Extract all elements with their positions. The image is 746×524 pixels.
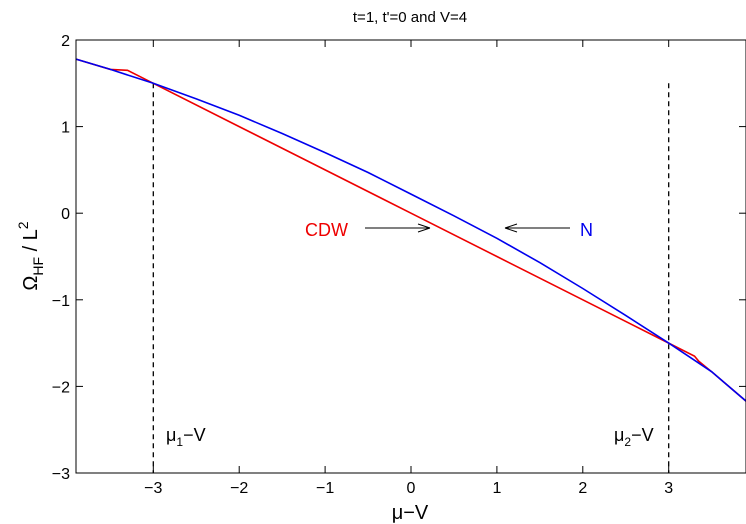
y-tick-label: 0 xyxy=(61,206,70,223)
x-tick-label: −3 xyxy=(144,480,162,497)
x-tick-label: −1 xyxy=(316,480,334,497)
y-tick-label: −2 xyxy=(52,379,70,396)
cdw-label: CDW xyxy=(305,220,348,240)
plot-area xyxy=(75,58,746,473)
mu1-label: μ1−V xyxy=(166,425,206,449)
x-tick-label: 1 xyxy=(492,480,501,497)
y-tick-label: 2 xyxy=(61,33,70,50)
y-tick-label: −1 xyxy=(52,293,70,310)
x-tick-label: −2 xyxy=(230,480,248,497)
plot-frame xyxy=(75,39,746,474)
cdw-arrow xyxy=(365,223,431,233)
chart-title: t=1, t'=0 and V=4 xyxy=(353,9,467,26)
x-tick-label: 2 xyxy=(578,480,587,497)
mu2-label: μ2−V xyxy=(614,425,654,449)
x-axis-label: μ−V xyxy=(392,502,429,524)
x-tick-label: 0 xyxy=(407,480,416,497)
n-arrow xyxy=(504,223,570,233)
y-tick-label: −3 xyxy=(52,466,70,483)
y-axis-label: ΩHF / L2 xyxy=(15,221,46,290)
x-tick-label: 3 xyxy=(664,480,673,497)
axis-ticks: −3 −2 −1 0 1 2 3 −3 −2 −1 0 1 2 xyxy=(52,33,746,497)
series-line-n xyxy=(75,58,746,402)
y-tick-label: 1 xyxy=(61,120,70,137)
series-line-cdw xyxy=(75,58,746,402)
n-label: N xyxy=(580,220,593,240)
